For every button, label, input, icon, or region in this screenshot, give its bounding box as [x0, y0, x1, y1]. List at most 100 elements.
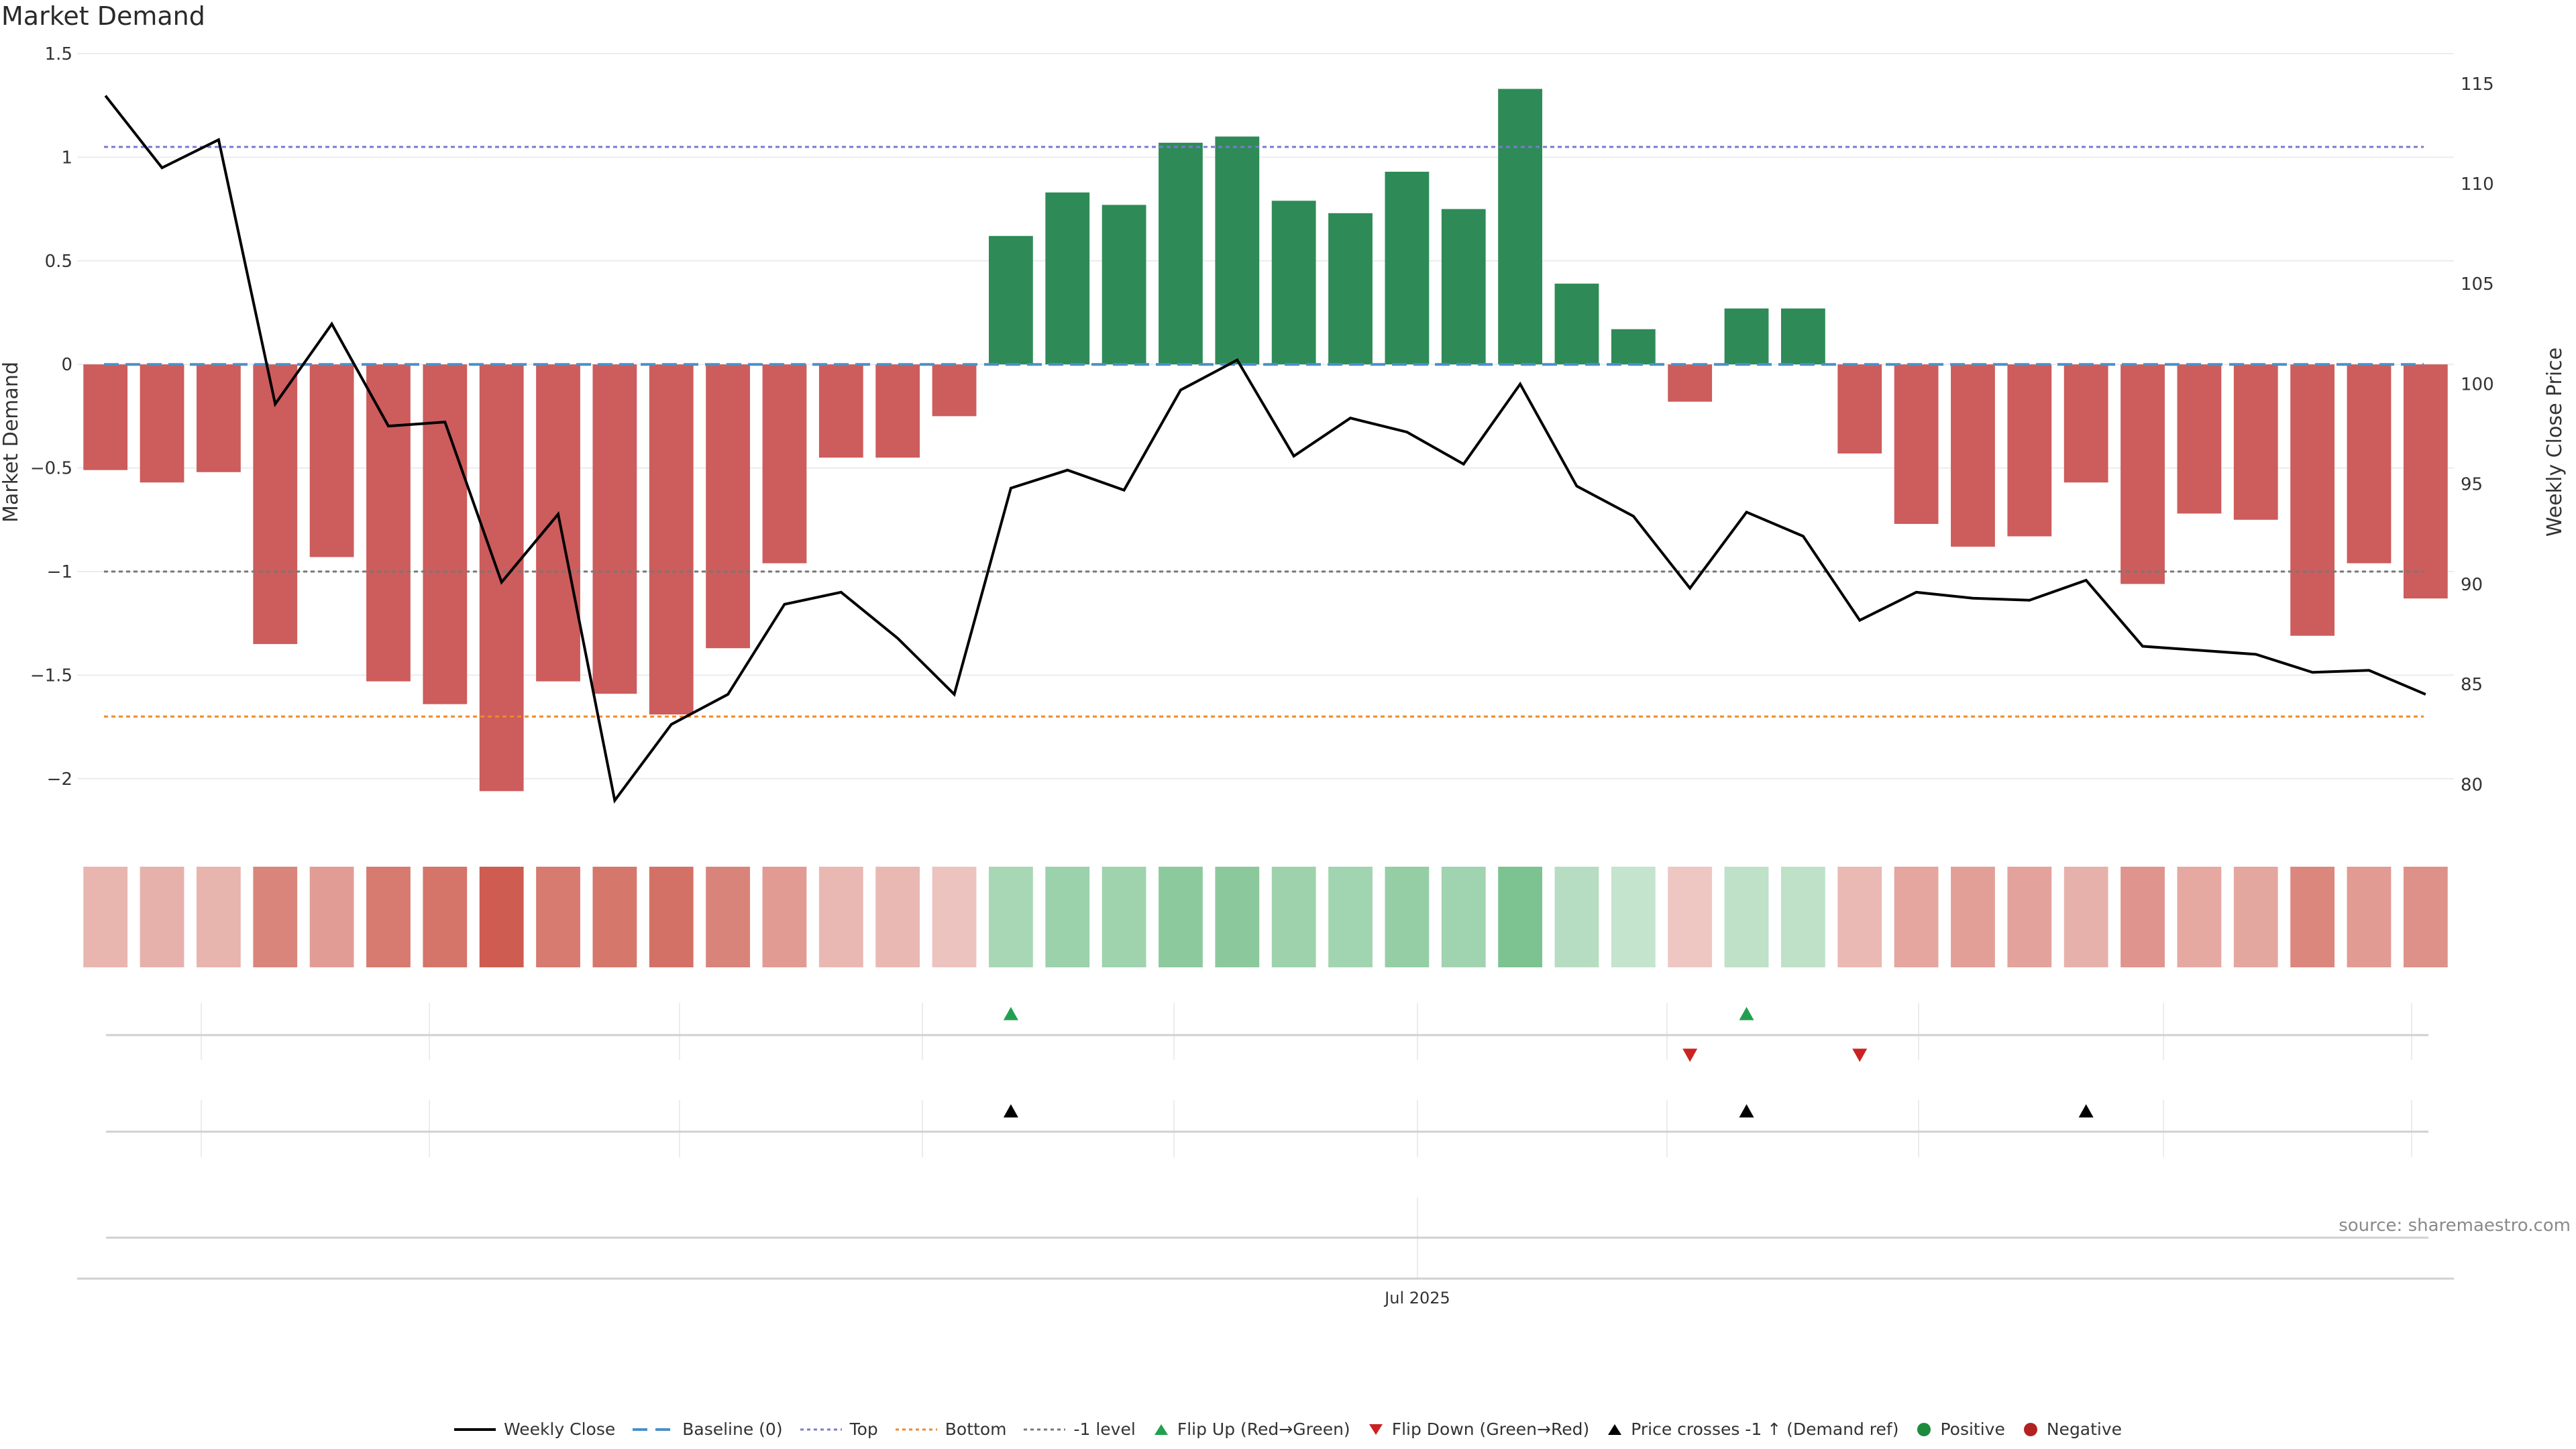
legend-label: Weekly Close — [503, 1419, 616, 1439]
demand-bar-negative — [2347, 364, 2392, 564]
y-tick-label: −0.5 — [30, 459, 72, 479]
demand-bar-negative — [2063, 364, 2108, 483]
heat-cell — [592, 867, 637, 967]
heat-cell — [479, 867, 524, 967]
legend-item-cross: Price crosses -1 ↑ (Demand ref) — [1607, 1419, 1898, 1439]
heat-cell — [1724, 867, 1769, 967]
demand-bar-negative — [1837, 364, 1882, 453]
demand-bar-positive — [1498, 89, 1543, 365]
legend-item-flip-down: Flip Down (Green→Red) — [1368, 1419, 1590, 1439]
source-note: source: sharemaestro.com — [2339, 1216, 2571, 1236]
legend-label: Positive — [1940, 1419, 2005, 1439]
legend-item-flip-up: Flip Up (Red→Green) — [1153, 1419, 1350, 1439]
demand-bar-negative — [706, 364, 751, 649]
y-tick-label: 1.5 — [45, 44, 72, 64]
y-tick-label: −1 — [47, 562, 72, 582]
demand-bar-negative — [1668, 364, 1713, 402]
y-tick-label: 0 — [61, 355, 72, 375]
heat-cell — [1215, 867, 1260, 967]
demand-bar-positive — [1554, 283, 1599, 365]
flip-down-marker — [1682, 1049, 1698, 1062]
weekly-close-line — [104, 95, 2426, 804]
demand-bar-negative — [875, 364, 920, 458]
demand-bar-negative — [479, 364, 524, 792]
heat-cell — [309, 867, 354, 967]
heat-cell — [1554, 867, 1599, 967]
demand-bar-negative — [366, 364, 411, 682]
heat-cell — [2290, 867, 2335, 967]
demand-bar-negative — [83, 364, 128, 470]
legend-label: Bottom — [945, 1419, 1007, 1439]
y-tick-label: −2 — [47, 769, 72, 790]
y2-tick-label: 90 — [2461, 575, 2483, 595]
legend-swatch-baseline — [633, 1423, 675, 1436]
demand-bar-negative — [932, 364, 977, 417]
y2-tick-label: 100 — [2461, 374, 2494, 394]
price-cross-marker — [1739, 1104, 1754, 1118]
heat-cell — [1385, 867, 1430, 967]
y2-tick-label: 105 — [2461, 274, 2494, 294]
demand-bar-positive — [1780, 308, 1825, 365]
legend-item-baseline: Baseline (0) — [633, 1419, 783, 1439]
demand-bar-positive — [1611, 329, 1656, 365]
event-markers — [106, 1003, 2428, 1278]
legend-swatch-top — [800, 1423, 842, 1436]
legend-label: Flip Down (Green→Red) — [1391, 1419, 1590, 1439]
price-cross-marker — [1003, 1104, 1018, 1118]
legend-item-bottom: Bottom — [895, 1419, 1007, 1439]
heat-cell — [1271, 867, 1316, 967]
legend: Weekly Close Baseline (0) Top Bottom -1 leve… — [0, 1419, 2576, 1439]
demand-bar-negative — [536, 364, 580, 682]
legend-item-weekly-close: Weekly Close — [453, 1419, 616, 1439]
reference-levels — [104, 146, 2424, 718]
heat-cell — [2063, 867, 2108, 967]
y-tick-label: 1 — [61, 148, 72, 168]
demand-bar-positive — [1328, 213, 1373, 365]
demand-bar-positive — [1215, 136, 1260, 365]
legend-item-minus-one: -1 level — [1024, 1419, 1136, 1439]
weekly-close-series — [104, 95, 2426, 804]
legend-label: Top — [849, 1419, 878, 1439]
heat-cell — [1102, 867, 1146, 967]
heat-cell — [196, 867, 241, 967]
heat-cell — [932, 867, 977, 967]
legend-swatch-flip-up — [1153, 1423, 1169, 1436]
y2-tick-label: 95 — [2461, 475, 2483, 495]
heat-cell — [1441, 867, 1486, 967]
heat-cell — [140, 867, 184, 967]
demand-bar-negative — [2403, 364, 2448, 599]
demand-bar-negative — [649, 364, 694, 715]
y2-tick-label: 115 — [2461, 74, 2494, 95]
legend-label: -1 level — [1073, 1419, 1136, 1439]
demand-bar-negative — [309, 364, 354, 557]
demand-bars — [83, 89, 2448, 792]
heat-cell — [1894, 867, 1939, 967]
legend-label: Baseline (0) — [682, 1419, 783, 1439]
demand-bar-negative — [1951, 364, 1995, 547]
heat-cell — [875, 867, 920, 967]
price-cross-marker — [2078, 1104, 2094, 1118]
demand-bar-negative — [818, 364, 863, 458]
demand-bar-negative — [762, 364, 807, 564]
demand-bar-negative — [196, 364, 241, 472]
heat-cell — [2007, 867, 2052, 967]
legend-label: Negative — [2046, 1419, 2123, 1439]
demand-bar-positive — [1271, 201, 1316, 365]
demand-bar-positive — [1724, 308, 1769, 365]
demand-bar-negative — [253, 364, 298, 645]
y2-axis-label: Weekly Close Price — [2543, 347, 2567, 537]
heat-cell — [366, 867, 411, 967]
heat-cell — [706, 867, 751, 967]
legend-swatch-positive — [1916, 1421, 1932, 1438]
demand-bar-negative — [2233, 364, 2278, 520]
legend-label: Flip Up (Red→Green) — [1177, 1419, 1350, 1439]
demand-bar-positive — [1159, 142, 1203, 365]
heat-cell — [536, 867, 580, 967]
heat-cell — [1159, 867, 1203, 967]
flip-up-marker — [1739, 1007, 1754, 1020]
demand-bar-negative — [1894, 364, 1939, 524]
legend-item-positive: Positive — [1916, 1419, 2005, 1439]
legend-swatch-bottom — [895, 1423, 937, 1436]
heat-cell — [1668, 867, 1713, 967]
y-axis-label: Market Demand — [0, 362, 23, 523]
